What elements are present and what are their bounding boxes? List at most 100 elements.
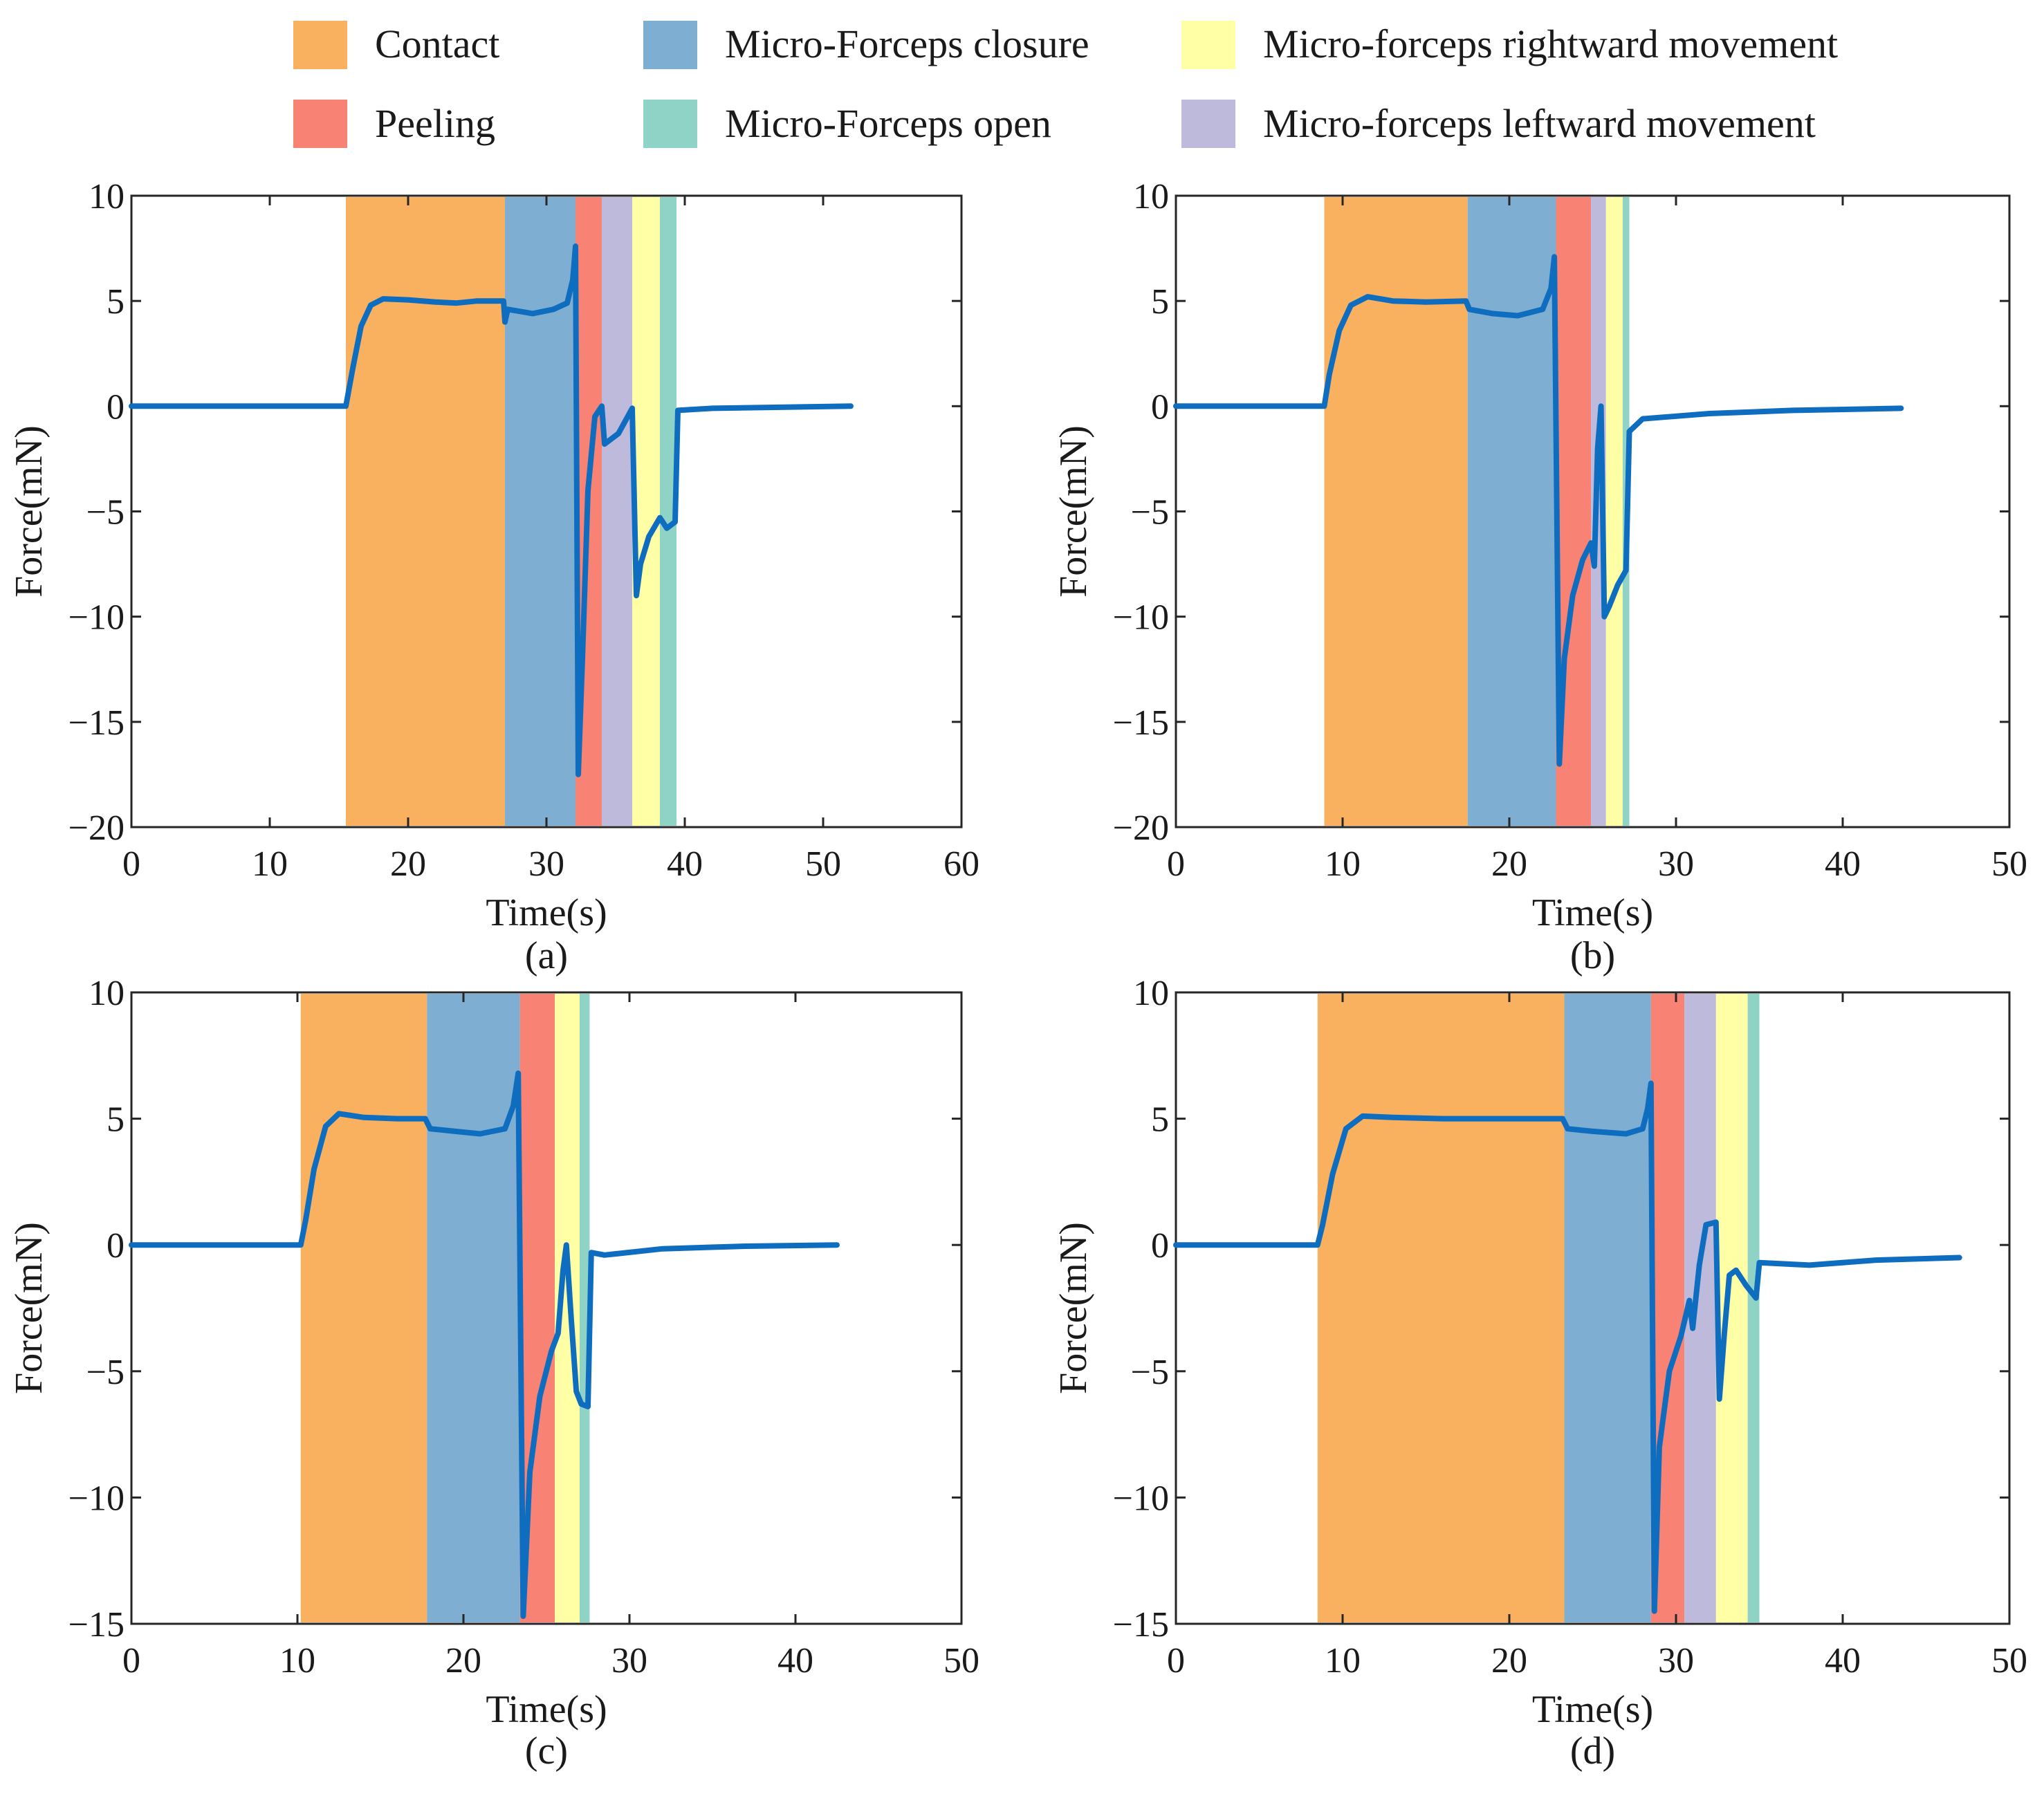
y-tick-label: −10 — [68, 598, 125, 638]
x-tick-label: 50 — [1991, 844, 2027, 884]
legend: Contact Micro-Forceps closure Micro-forc… — [293, 21, 1838, 148]
phase-band-open — [580, 994, 590, 1622]
x-tick-label: 20 — [1491, 1641, 1527, 1681]
chart-panel-a: 0 10 20 30 40 50 601050−5−10−15−20Time(s)Force… — [8, 177, 979, 977]
phase-band-closure — [1564, 994, 1651, 1622]
y-tick-label: 0 — [1151, 1226, 1169, 1266]
legend-swatch-leftward — [1181, 100, 1235, 148]
legend-label-closure: Micro-Forceps closure — [725, 21, 1089, 66]
y-tick-label: −5 — [86, 493, 125, 533]
force-series-line — [1173, 1080, 1962, 1614]
x-tick-label: 10 — [252, 844, 288, 884]
x-tick-label: 40 — [667, 844, 703, 884]
legend-swatch-closure — [643, 21, 697, 69]
y-tick-label: 5 — [1151, 1100, 1169, 1140]
legend-label-peeling: Peeling — [375, 101, 495, 146]
y-tick-label: −20 — [1113, 808, 1169, 848]
phase-band-contact — [300, 994, 427, 1622]
y-tick-label: −10 — [1113, 1479, 1169, 1518]
legend-swatch-contact — [293, 21, 347, 69]
y-tick-label: 10 — [89, 177, 125, 216]
x-tick-label: 40 — [777, 1641, 813, 1681]
phase-band-closure — [1467, 197, 1556, 826]
panel-caption: (a) — [525, 934, 568, 977]
panel-caption: (d) — [1570, 1730, 1615, 1772]
x-tick-label: 50 — [943, 1641, 979, 1681]
y-tick-label: −10 — [68, 1479, 125, 1518]
x-tick-label: 30 — [1658, 844, 1694, 884]
legend-label-rightward: Micro-forceps rightward movement — [1263, 21, 1838, 66]
phase-band-contact — [1324, 197, 1468, 826]
x-tick-label: 10 — [1325, 844, 1361, 884]
y-axis-label: Force(mN) — [1052, 425, 1095, 598]
chart-panel-d: 0 10 20 30 40 501050−5−10−15Time(s)Force(mN)(… — [1052, 974, 2027, 1772]
x-tick-label: 40 — [1825, 844, 1861, 884]
y-tick-label: −20 — [68, 808, 125, 848]
y-tick-label: −15 — [1113, 1605, 1169, 1645]
x-tick-label: 0 — [122, 1641, 140, 1681]
y-tick-label: −15 — [68, 1605, 125, 1645]
x-tick-label: 30 — [1658, 1641, 1694, 1681]
phase-band-closure — [427, 994, 520, 1622]
y-tick-label: −5 — [1131, 493, 1169, 533]
x-tick-label: 20 — [390, 844, 426, 884]
x-tick-label: 50 — [805, 844, 841, 884]
x-tick-label: 10 — [279, 1641, 315, 1681]
y-axis-label: Force(mN) — [8, 1222, 50, 1394]
phase-band-contact — [1317, 994, 1565, 1622]
y-tick-label: 10 — [89, 974, 125, 1013]
phase-band-right — [1605, 197, 1623, 826]
x-axis-label: Time(s) — [486, 1688, 607, 1731]
phase-band-contact — [346, 197, 505, 826]
chart-panel-b: 0 10 20 30 40 501050−5−10−15−20Time(s)Force(m… — [1052, 177, 2027, 977]
y-axis-label: Force(mN) — [8, 425, 50, 598]
panel-caption: (b) — [1570, 934, 1615, 977]
y-tick-label: 10 — [1133, 974, 1169, 1013]
x-axis-label: Time(s) — [486, 891, 607, 934]
x-tick-label: 50 — [1991, 1641, 2027, 1681]
y-tick-label: −15 — [1113, 703, 1169, 743]
y-tick-label: −10 — [1113, 598, 1169, 638]
legend-swatch-open — [643, 100, 697, 148]
legend-swatch-peeling — [293, 100, 347, 148]
phase-band-left — [602, 197, 632, 826]
panel-caption: (c) — [525, 1730, 568, 1772]
y-tick-label: 10 — [1133, 177, 1169, 216]
y-tick-label: −15 — [68, 703, 125, 743]
y-axis-label: Force(mN) — [1052, 1222, 1095, 1394]
x-tick-label: 30 — [611, 1641, 647, 1681]
y-tick-label: 5 — [107, 1100, 125, 1140]
y-tick-label: 0 — [1151, 387, 1169, 427]
phase-band-closure — [505, 197, 576, 826]
x-tick-label: 0 — [1167, 1641, 1185, 1681]
x-axis-label: Time(s) — [1532, 891, 1653, 934]
x-tick-label: 0 — [122, 844, 140, 884]
legend-label-contact: Contact — [375, 21, 499, 66]
axes-box — [1175, 991, 2011, 1625]
phase-band-right — [1715, 994, 1748, 1622]
y-tick-label: 0 — [107, 387, 125, 427]
legend-swatch-rightward — [1181, 21, 1235, 69]
x-tick-label: 20 — [1491, 844, 1527, 884]
x-tick-label: 10 — [1325, 1641, 1361, 1681]
legend-label-open: Micro-Forceps open — [725, 101, 1051, 146]
y-tick-label: 5 — [107, 282, 125, 322]
force-series-line — [129, 1070, 840, 1619]
x-tick-label: 60 — [943, 844, 979, 884]
x-axis-label: Time(s) — [1532, 1688, 1653, 1731]
x-tick-label: 30 — [528, 844, 564, 884]
legend-label-leftward: Micro-forceps leftward movement — [1263, 101, 1816, 146]
force-series-line — [1173, 254, 1904, 767]
y-tick-label: −5 — [86, 1353, 125, 1392]
force-series-line — [129, 243, 854, 777]
y-tick-label: −5 — [1131, 1353, 1169, 1392]
axes-box — [130, 991, 963, 1625]
phase-band-open — [1747, 994, 1760, 1622]
y-tick-label: 5 — [1151, 282, 1169, 322]
chart-panel-c: 0 10 20 30 40 501050−5−10−15Time(s)Force(mN)(… — [8, 974, 979, 1772]
x-tick-label: 40 — [1825, 1641, 1861, 1681]
x-tick-label: 20 — [445, 1641, 481, 1681]
x-tick-label: 0 — [1167, 844, 1185, 884]
y-tick-label: 0 — [107, 1226, 125, 1266]
